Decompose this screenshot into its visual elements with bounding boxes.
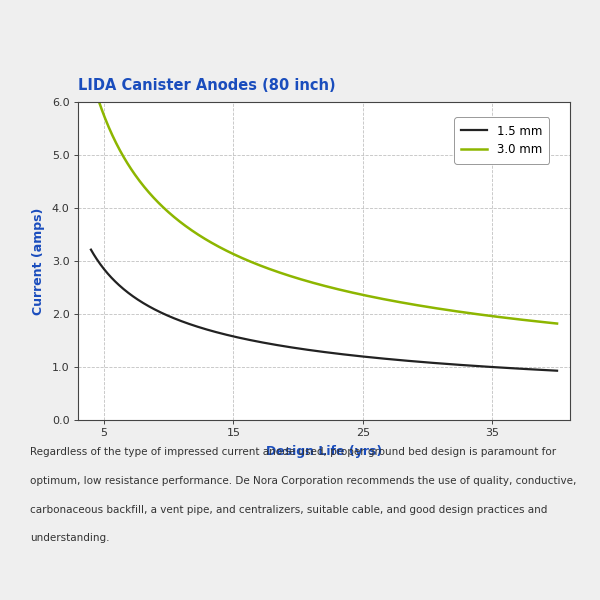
Text: optimum, low resistance performance. De Nora Corporation recommends the use of q: optimum, low resistance performance. De …: [30, 476, 577, 486]
Text: understanding.: understanding.: [30, 533, 110, 544]
X-axis label: Design Life (yrs): Design Life (yrs): [266, 445, 382, 458]
Text: LIDA Canister Anodes (80 inch): LIDA Canister Anodes (80 inch): [78, 78, 335, 93]
Y-axis label: Current (amps): Current (amps): [32, 208, 45, 314]
Text: Regardless of the type of impressed current anode used, proper ground bed design: Regardless of the type of impressed curr…: [30, 447, 556, 457]
Legend: 1.5 mm, 3.0 mm: 1.5 mm, 3.0 mm: [454, 118, 550, 164]
Text: carbonaceous backfill, a vent pipe, and centralizers, suitable cable, and good d: carbonaceous backfill, a vent pipe, and …: [30, 505, 547, 515]
